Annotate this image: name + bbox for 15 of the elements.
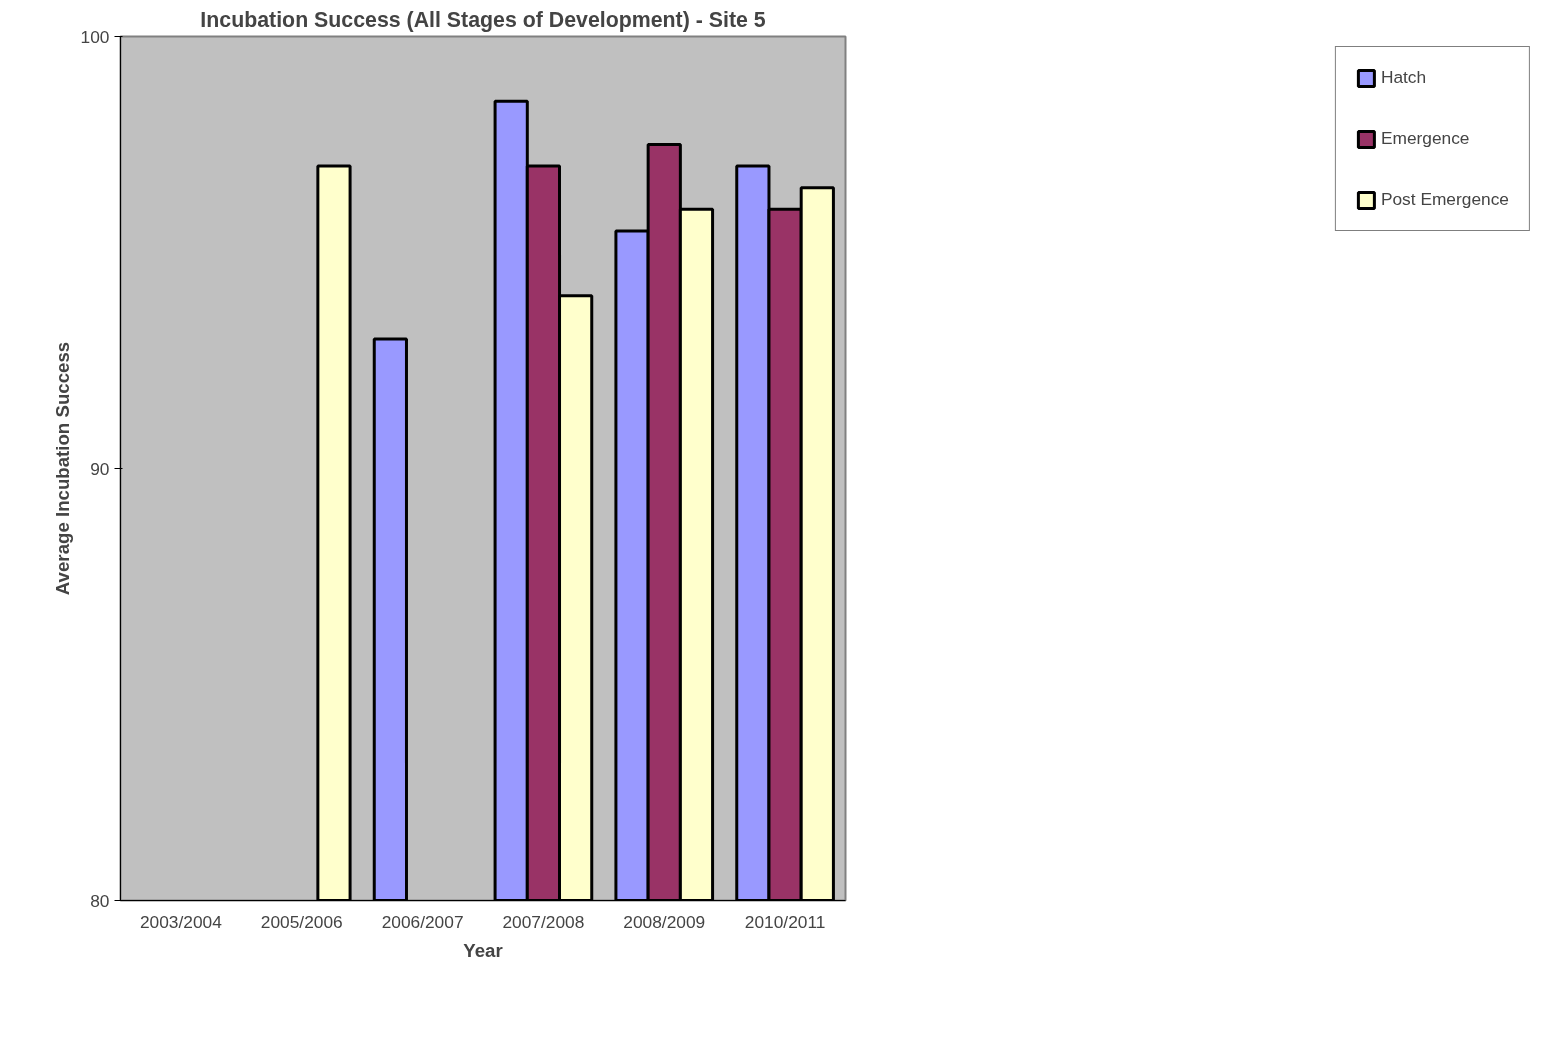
x-tick-label: 2005/2006 — [260, 911, 343, 932]
legend-label: Hatch — [1380, 67, 1427, 88]
x-tick-label: 2003/2004 — [139, 911, 223, 932]
chart-title: Incubation Success (All Stages of Development) - Site 5 — [200, 7, 766, 32]
x-tick-label: 2007/2008 — [502, 911, 585, 932]
legend-label: Post Emergence — [1380, 189, 1509, 210]
legend-label: Emergence — [1380, 128, 1470, 149]
x-axis-title: Year — [463, 939, 503, 961]
y-tick-label: 100 — [80, 26, 110, 47]
x-tick-label: 2008/2009 — [623, 911, 706, 932]
y-tick-label: 80 — [90, 890, 110, 911]
x-tick-label: 2010/2011 — [744, 911, 826, 932]
y-axis-title: Average Incubation Success — [51, 341, 73, 596]
x-tick-label: 2006/2007 — [381, 911, 464, 932]
y-tick-label: 90 — [90, 458, 110, 479]
